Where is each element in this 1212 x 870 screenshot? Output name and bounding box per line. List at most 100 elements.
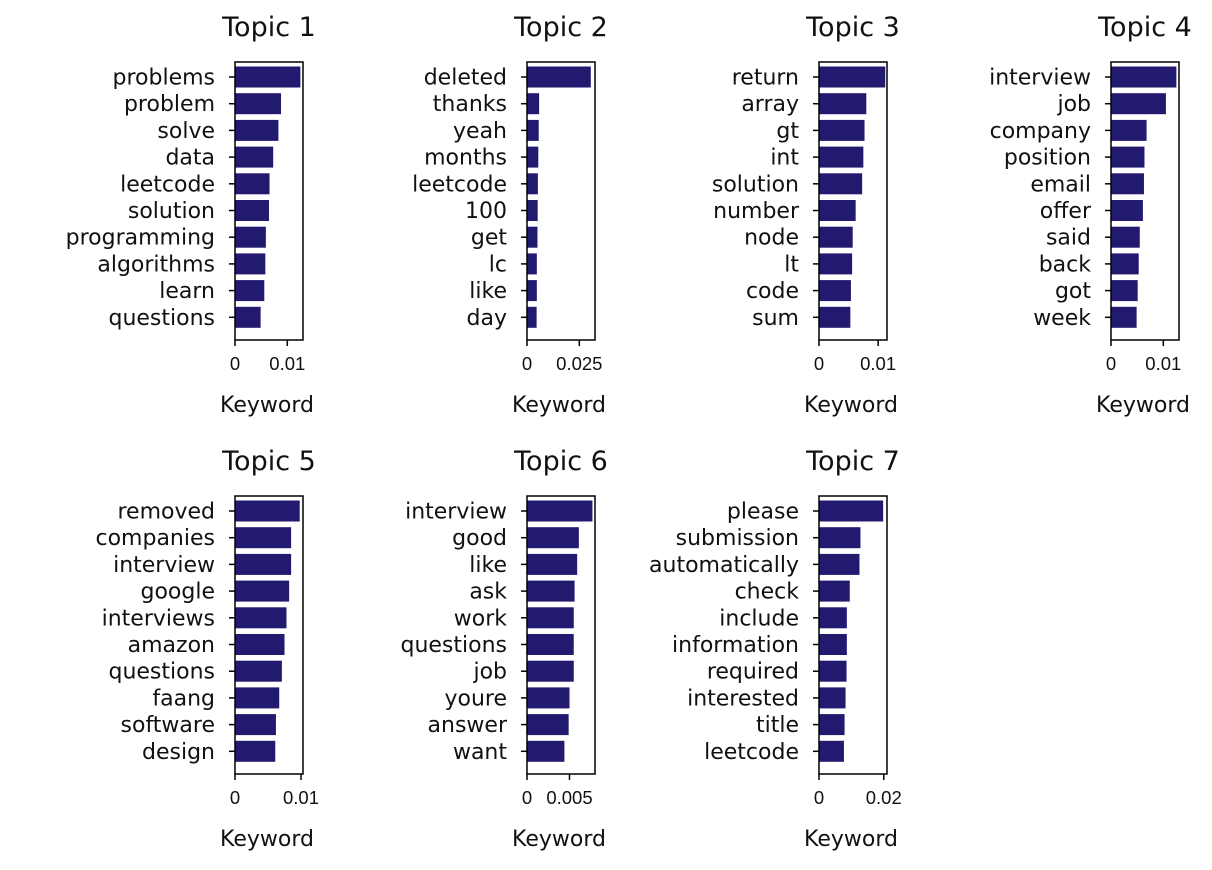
topic-6-xtick-label: 0 — [522, 787, 532, 808]
topic-2-bar-thanks — [527, 93, 540, 115]
topic-2-bar-lc — [527, 253, 537, 275]
topic-3-xtick-label: 0.01 — [860, 353, 896, 374]
topic-4-title: Topic 4 — [1097, 12, 1192, 43]
topic-3-label-gt: gt — [776, 119, 799, 144]
topic-4-xtick-label: 0 — [1106, 353, 1116, 374]
topic-3-bar-return — [819, 66, 886, 88]
topic-5-bar-amazon — [235, 634, 285, 655]
topic-7-bar-title — [819, 714, 845, 736]
topic-4-label-job: job — [1056, 92, 1091, 117]
topic-4-xlabel: Keyword — [1096, 393, 1190, 418]
topic-4-bar-got — [1111, 280, 1138, 302]
topic-6-label-answer: answer — [428, 713, 508, 738]
topic-4-xtick-label: 0.01 — [1145, 353, 1181, 374]
topic-5-bar-interviews — [235, 607, 287, 629]
topic-5-bar-interview — [235, 553, 292, 575]
topic-2-label-leetcode: leetcode — [412, 172, 507, 197]
topic-6-label-ask: ask — [469, 580, 507, 605]
topic-2-bar-leetcode — [527, 173, 538, 195]
topic-4-label-back: back — [1039, 252, 1092, 277]
topic-5-bar-software — [235, 714, 276, 736]
topic-1-label-problems: problems — [113, 66, 216, 91]
topic-2-bar-get — [527, 226, 538, 248]
topic-1-label-solution: solution — [128, 199, 215, 224]
topic-3-axes-frame — [818, 61, 888, 341]
topic-7-xtick-label: 0 — [814, 787, 824, 808]
topic-7-label-automatically: automatically — [649, 553, 799, 578]
topic-5-bar-questions — [235, 660, 282, 682]
topic-7-bar-automatically — [819, 553, 860, 575]
topic-7-bar-interested — [819, 687, 846, 709]
topic-3-xlabel: Keyword — [804, 393, 898, 418]
topic-2-label-like: like — [469, 279, 507, 304]
topic-7-label-required: required — [707, 660, 799, 685]
topic-1-label-algorithms: algorithms — [97, 252, 215, 277]
topic-7-axes-frame — [818, 495, 888, 775]
topic-6-label-work: work — [454, 606, 507, 631]
topic-6-label-interview: interview — [405, 500, 507, 525]
topic-3-label-number: number — [713, 199, 800, 224]
topic-6-bar-want — [527, 740, 565, 762]
topic-4-label-week: week — [1033, 306, 1091, 331]
topic-2-label-get: get — [471, 226, 508, 251]
topic-7-title: Topic 7 — [805, 446, 900, 477]
topic-6-bar-questions — [527, 634, 574, 655]
topic-4-chart: Topic 4interviewjobcompanypositionemailo… — [989, 12, 1192, 418]
topic-2-bar-like — [527, 280, 537, 302]
topic-4-label-company: company — [990, 119, 1091, 144]
topic-5-label-faang: faang — [152, 686, 215, 711]
topic-4-label-interview: interview — [989, 66, 1091, 91]
topic-3-xtick-label: 0 — [814, 353, 824, 374]
topic-7-label-title: title — [756, 713, 799, 738]
topic-4-bar-email — [1111, 173, 1144, 195]
topic-5-axes-frame — [234, 495, 304, 775]
topic-6-bar-work — [527, 607, 574, 629]
topic-5-label-interview: interview — [113, 553, 215, 578]
topic-7-bar-include — [819, 607, 847, 629]
topic-6-bar-like — [527, 553, 578, 575]
topic-7-label-please: please — [727, 500, 799, 525]
topic-7-label-include: include — [719, 606, 799, 631]
topic-7-xtick-label: 0.02 — [866, 787, 902, 808]
topic-1-xtick-label: 0.01 — [269, 353, 305, 374]
topic-1-bar-learn — [235, 280, 265, 302]
topic-6-label-want: want — [453, 740, 507, 765]
topic-7-xlabel: Keyword — [804, 827, 898, 852]
topic-4-bar-job — [1111, 93, 1166, 115]
topic-4-bar-week — [1111, 306, 1137, 328]
topic-1-label-solve: solve — [157, 119, 215, 144]
topic-1-chart: Topic 1problemsproblemsolvedataleetcodes… — [66, 12, 316, 418]
topic-6-xlabel: Keyword — [512, 827, 606, 852]
topic-2-title: Topic 2 — [513, 12, 608, 43]
topic-4-bar-company — [1111, 119, 1147, 141]
topic-4-bar-interview — [1111, 66, 1177, 88]
topic-3-bar-code — [819, 280, 851, 302]
topic-7-label-submission: submission — [676, 526, 799, 551]
topic-1-label-data: data — [165, 146, 215, 171]
topic-1-xtick-label: 0 — [230, 353, 240, 374]
topic-2-label-thanks: thanks — [433, 92, 507, 117]
topic-3-label-return: return — [732, 66, 799, 91]
topic-5-bar-google — [235, 580, 290, 602]
topic-5-label-google: google — [141, 580, 216, 605]
topic-2-label-day: day — [467, 306, 507, 331]
topic-1-bar-problems — [235, 66, 301, 88]
topic-4-label-position: position — [1004, 146, 1091, 171]
topic-5-bar-design — [235, 740, 276, 762]
topic-6-bar-good — [527, 527, 579, 549]
topic-1-bar-solution — [235, 200, 269, 221]
topic-5-label-questions: questions — [108, 660, 215, 685]
topic-3-label-sum: sum — [752, 306, 799, 331]
topic-7-bar-required — [819, 660, 847, 682]
topic-2-label-100: 100 — [465, 199, 507, 224]
topic-7-label-information: information — [672, 633, 799, 658]
topic-2-xtick-label: 0.025 — [556, 353, 602, 374]
topic-5-label-design: design — [142, 740, 215, 765]
topic-6-label-good: good — [452, 526, 507, 551]
topic-3-label-int: int — [770, 146, 799, 171]
topic-7-bar-check — [819, 580, 850, 602]
topic-2-label-lc: lc — [489, 252, 507, 277]
topic-3-label-node: node — [744, 226, 799, 251]
topic-1-label-questions: questions — [108, 306, 215, 331]
